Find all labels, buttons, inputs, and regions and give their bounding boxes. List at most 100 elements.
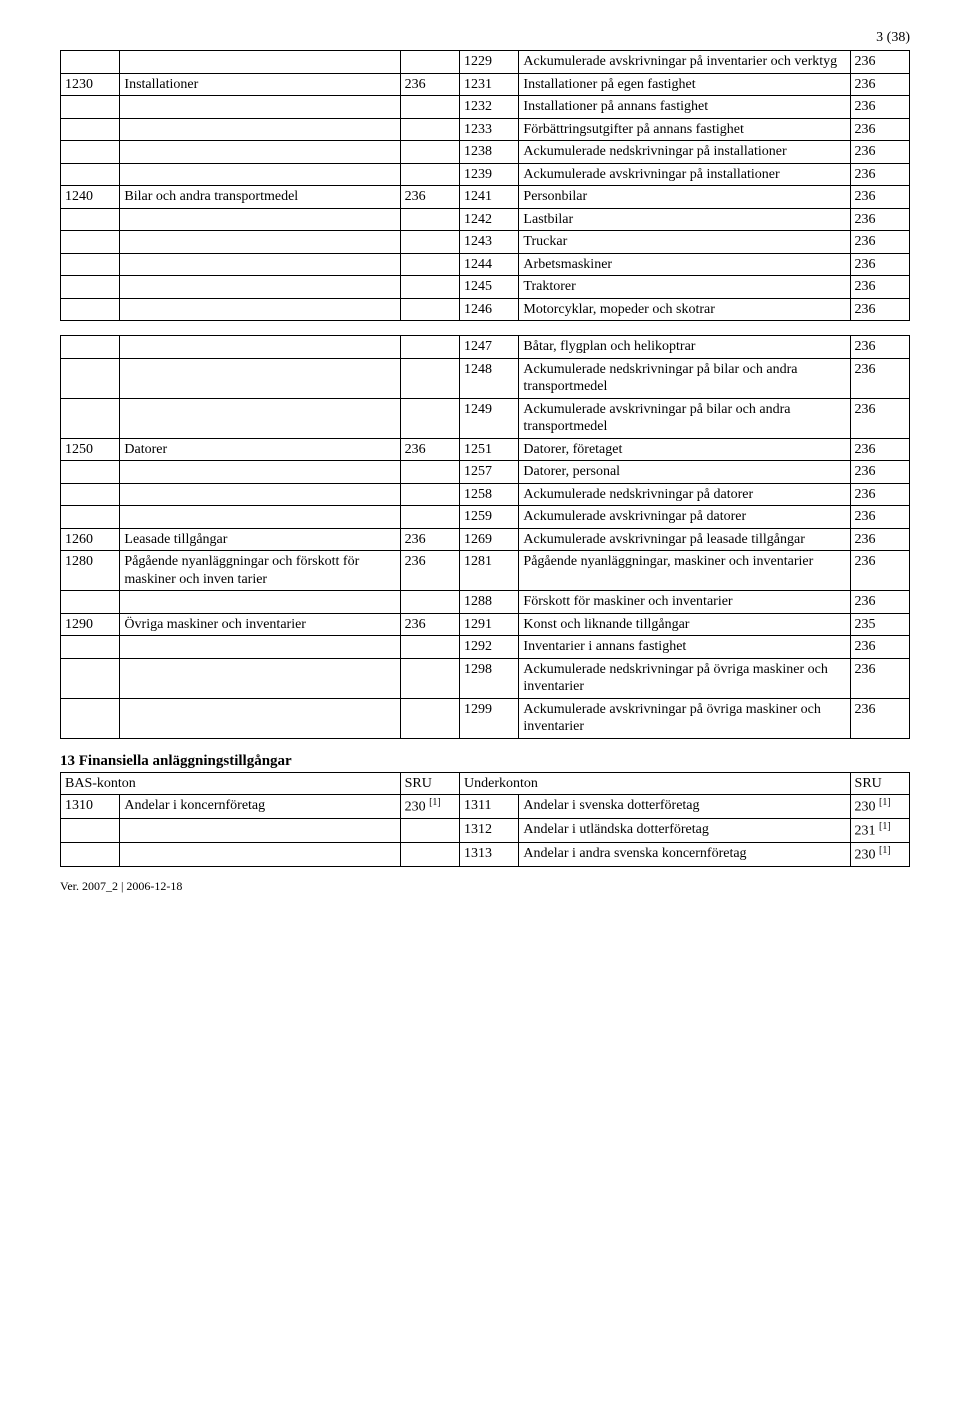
table-cell: 230 [1] bbox=[850, 843, 909, 867]
table-cell: 236 bbox=[850, 118, 909, 141]
table-cell bbox=[400, 208, 459, 231]
table-cell: 1249 bbox=[460, 398, 519, 438]
table-cell: 236 bbox=[400, 438, 459, 461]
table-cell: 236 bbox=[850, 186, 909, 209]
table-cell: 1244 bbox=[460, 253, 519, 276]
table-row: 1246Motorcyklar, mopeder och skotrar236 bbox=[61, 298, 910, 321]
table-cell: Pågående nyanläggningar och förskott för… bbox=[120, 551, 400, 591]
table-cell: Pågående nyanläggningar, maskiner och in… bbox=[519, 551, 850, 591]
table-cell bbox=[400, 141, 459, 164]
table-cell bbox=[120, 461, 400, 484]
table-cell bbox=[400, 163, 459, 186]
table-row: 1229Ackumulerade avskrivningar på invent… bbox=[61, 51, 910, 74]
table-cell: 1243 bbox=[460, 231, 519, 254]
table-cell bbox=[400, 298, 459, 321]
table-cell: Truckar bbox=[519, 231, 850, 254]
table-cell: Ackumulerade avskrivningar på inventarie… bbox=[519, 51, 850, 74]
table-cell bbox=[400, 461, 459, 484]
table-cell bbox=[120, 336, 400, 359]
table-cell bbox=[400, 819, 459, 843]
table-cell: 1311 bbox=[460, 795, 519, 819]
table-row: 1233Förbättringsutgifter på annans fasti… bbox=[61, 118, 910, 141]
table-cell: Personbilar bbox=[519, 186, 850, 209]
table-cell bbox=[61, 253, 120, 276]
table-cell: Datorer, företaget bbox=[519, 438, 850, 461]
table-cell bbox=[120, 636, 400, 659]
table-header-cell: Underkonton bbox=[460, 772, 851, 795]
table-cell: Andelar i svenska dotterföretag bbox=[519, 795, 850, 819]
table-cell bbox=[120, 96, 400, 119]
table-cell: 230 [1] bbox=[850, 795, 909, 819]
table-cell: 236 bbox=[850, 551, 909, 591]
table-cell bbox=[61, 358, 120, 398]
table-cell: 236 bbox=[850, 398, 909, 438]
table-row: 1312Andelar i utländska dotterföretag231… bbox=[61, 819, 910, 843]
table-cell: 236 bbox=[850, 96, 909, 119]
table-cell: Andelar i utländska dotterföretag bbox=[519, 819, 850, 843]
table-cell bbox=[400, 253, 459, 276]
table-cell: 1259 bbox=[460, 506, 519, 529]
table-cell: 1232 bbox=[460, 96, 519, 119]
table-cell: Traktorer bbox=[519, 276, 850, 299]
section-heading-13: 13 Finansiella anläggningstillgångar bbox=[60, 753, 910, 770]
accounts-table-2: 1247Båtar, flygplan och helikoptrar23612… bbox=[60, 335, 910, 739]
table-row: 1310Andelar i koncernföretag230 [1]1311A… bbox=[61, 795, 910, 819]
table-cell: 230 [1] bbox=[400, 795, 459, 819]
table-cell bbox=[400, 506, 459, 529]
table-cell: 1250 bbox=[61, 438, 120, 461]
table-cell: 236 bbox=[850, 461, 909, 484]
table-cell bbox=[120, 253, 400, 276]
table-cell bbox=[400, 698, 459, 738]
table-cell bbox=[400, 658, 459, 698]
table-header-cell: BAS-konton bbox=[61, 772, 401, 795]
table-cell: 1233 bbox=[460, 118, 519, 141]
table-cell: 236 bbox=[850, 208, 909, 231]
table-row: 1248Ackumulerade nedskrivningar på bilar… bbox=[61, 358, 910, 398]
table-cell bbox=[400, 843, 459, 867]
table-cell: 236 bbox=[400, 73, 459, 96]
table-cell: Ackumulerade avskrivningar på installati… bbox=[519, 163, 850, 186]
table-cell bbox=[120, 141, 400, 164]
table-cell bbox=[120, 698, 400, 738]
table-row: 1292Inventarier i annans fastighet236 bbox=[61, 636, 910, 659]
table-cell: 1298 bbox=[460, 658, 519, 698]
table-row: 1260Leasade tillgångar2361269Ackumulerad… bbox=[61, 528, 910, 551]
table-cell: 1313 bbox=[460, 843, 519, 867]
table-row: 1249Ackumulerade avskrivningar på bilar … bbox=[61, 398, 910, 438]
table-cell: Ackumulerade avskrivningar på bilar och … bbox=[519, 398, 850, 438]
table-cell: Övriga maskiner och inventarier bbox=[120, 613, 400, 636]
table-cell bbox=[61, 636, 120, 659]
table-cell: Ackumulerade nedskrivningar på datorer bbox=[519, 483, 850, 506]
table-cell: 1239 bbox=[460, 163, 519, 186]
table-cell bbox=[120, 506, 400, 529]
table-cell: 1247 bbox=[460, 336, 519, 359]
table-cell: 1245 bbox=[460, 276, 519, 299]
table-cell bbox=[61, 163, 120, 186]
footer-version: Ver. 2007_2 | 2006-12-18 bbox=[60, 879, 910, 894]
table-row: 1240Bilar och andra transportmedel236124… bbox=[61, 186, 910, 209]
table-cell: Installationer bbox=[120, 73, 400, 96]
table-cell bbox=[61, 506, 120, 529]
table-cell: 1292 bbox=[460, 636, 519, 659]
table-cell: Arbetsmaskiner bbox=[519, 253, 850, 276]
table-row: 1238Ackumulerade nedskrivningar på insta… bbox=[61, 141, 910, 164]
table-cell bbox=[400, 276, 459, 299]
table-cell: Datorer bbox=[120, 438, 400, 461]
table-cell: 236 bbox=[400, 551, 459, 591]
table-cell: 236 bbox=[850, 438, 909, 461]
table-cell: Lastbilar bbox=[519, 208, 850, 231]
table-cell: 1310 bbox=[61, 795, 120, 819]
table-row: 1242Lastbilar236 bbox=[61, 208, 910, 231]
table-cell bbox=[400, 231, 459, 254]
table-cell: 1231 bbox=[460, 73, 519, 96]
table-cell bbox=[61, 698, 120, 738]
table-cell: 236 bbox=[850, 528, 909, 551]
table-cell bbox=[61, 483, 120, 506]
table-row: 1244Arbetsmaskiner236 bbox=[61, 253, 910, 276]
table-cell bbox=[120, 398, 400, 438]
table-cell: 1281 bbox=[460, 551, 519, 591]
table-cell: 236 bbox=[850, 336, 909, 359]
table-cell: 236 bbox=[850, 276, 909, 299]
table-row: 1259Ackumulerade avskrivningar på datore… bbox=[61, 506, 910, 529]
table-cell: 1242 bbox=[460, 208, 519, 231]
